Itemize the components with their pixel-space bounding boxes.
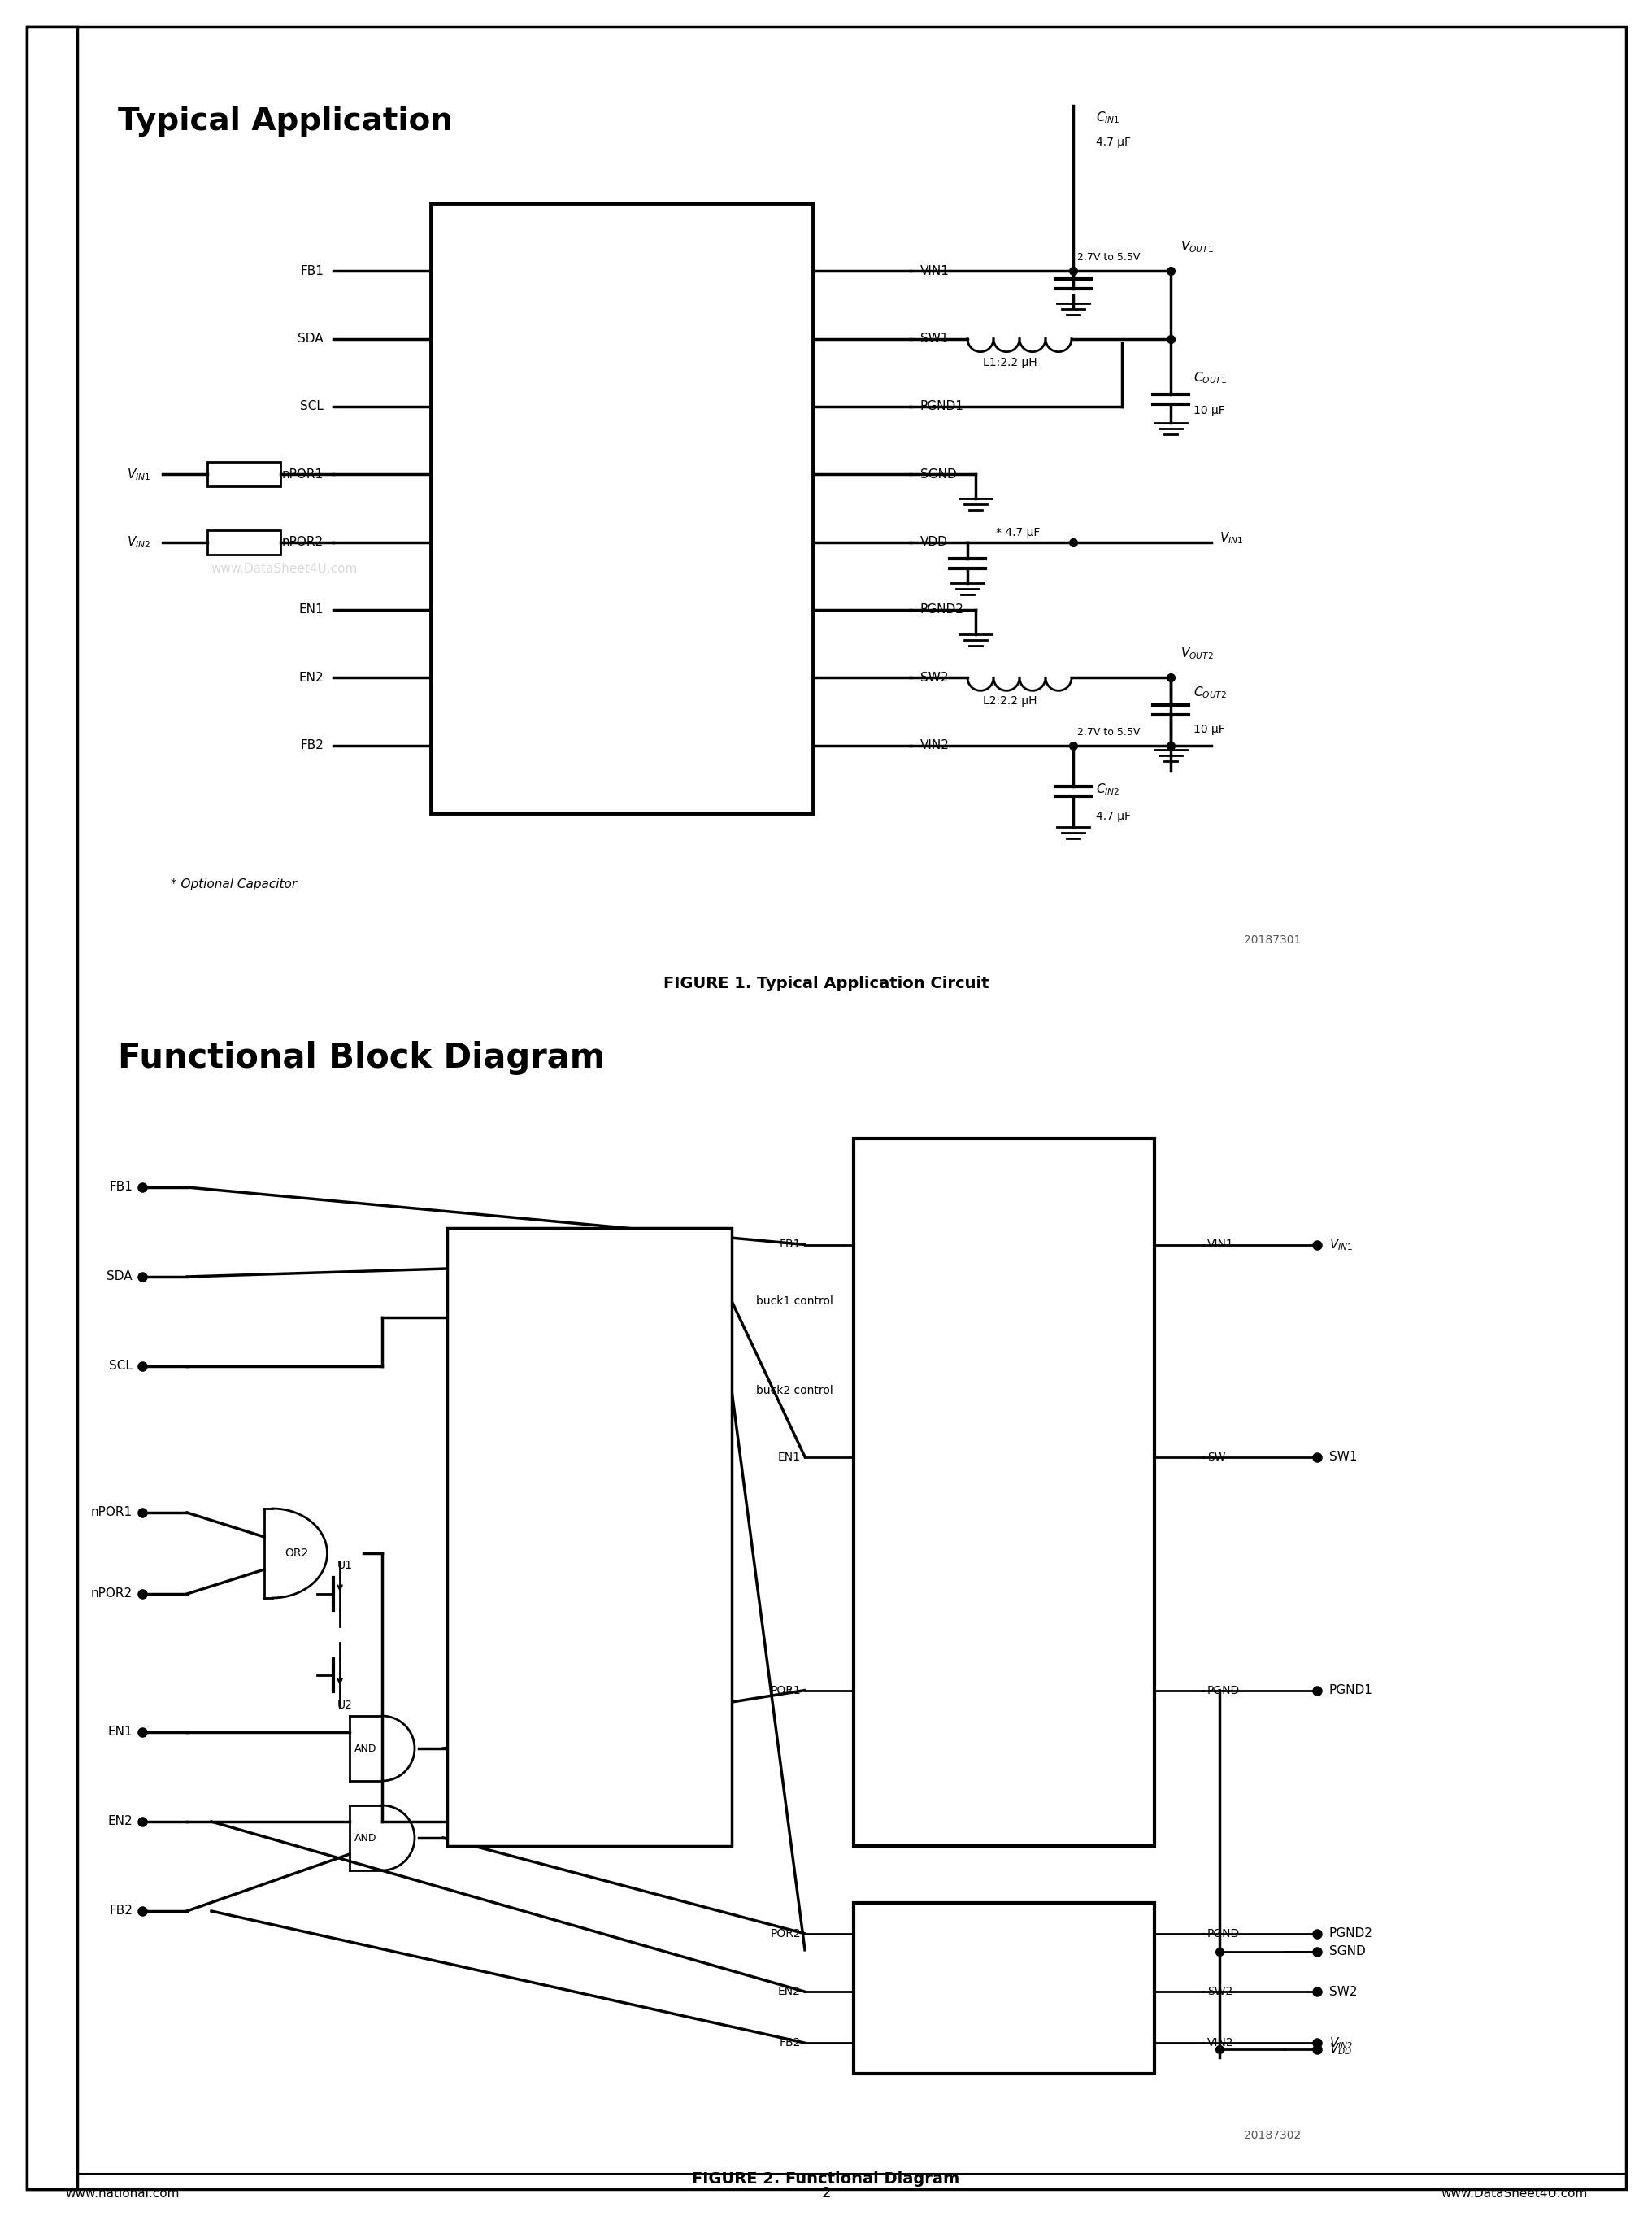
Text: $I^2C$: $I^2C$ (532, 1285, 557, 1301)
Text: LM3370: LM3370 (567, 496, 676, 521)
Text: SW1: SW1 (920, 332, 948, 346)
Text: FB2: FB2 (301, 740, 324, 751)
Text: PGND: PGND (1206, 1928, 1239, 1939)
Text: VDD: VDD (920, 536, 947, 547)
Text: 4.7 μF: 4.7 μF (1095, 137, 1130, 148)
Bar (852, 1139, 1153, 1846)
Text: Typical Application: Typical Application (117, 106, 453, 137)
Text: Buck2: Buck2 (961, 1977, 1046, 2001)
Text: SDA: SDA (463, 1263, 489, 1274)
Bar (206, 463, 281, 488)
Text: Buck1: Buck1 (961, 1480, 1046, 1505)
Text: $C_{OUT2}$: $C_{OUT2}$ (1193, 685, 1226, 700)
Text: SCL: SCL (463, 1312, 487, 1323)
Text: EN_bk2: EN_bk2 (651, 1813, 692, 1824)
Text: 20187301: 20187301 (1242, 935, 1300, 946)
Bar (852, 1904, 1153, 2074)
Text: PGND: PGND (1206, 1684, 1239, 1695)
Text: EN2: EN2 (778, 1986, 801, 1997)
Text: EN1: EN1 (299, 603, 324, 616)
Text: $C_{IN1}$: $C_{IN1}$ (1095, 111, 1120, 124)
Text: FB1: FB1 (301, 266, 324, 277)
Text: L1:2.2 μH: L1:2.2 μH (983, 357, 1036, 368)
Text: POR1: POR1 (770, 1684, 801, 1695)
Text: EN2: EN2 (107, 1815, 132, 1828)
Text: www.DataSheet4U.com: www.DataSheet4U.com (1441, 2187, 1588, 2198)
Text: SCL: SCL (301, 401, 324, 412)
Text: nPOR1: nPOR1 (91, 1507, 132, 1518)
Text: SW2: SW2 (1328, 1986, 1356, 1999)
Text: EN2: EN2 (299, 671, 324, 685)
Text: buck1 control: buck1 control (755, 1296, 833, 1307)
Text: 20187302: 20187302 (1242, 2130, 1300, 2141)
Text: EN1: EN1 (778, 1451, 801, 1463)
Text: buck2 control: buck2 control (755, 1385, 833, 1396)
Text: 2: 2 (821, 2185, 831, 2200)
Text: * Optional Capacitor: * Optional Capacitor (170, 878, 297, 891)
Text: $C_{OUT1}$: $C_{OUT1}$ (1193, 370, 1226, 386)
Text: LM3370: LM3370 (45, 277, 58, 341)
Text: FB2: FB2 (109, 1906, 132, 1917)
Text: 2.7V to 5.5V: 2.7V to 5.5V (1077, 253, 1140, 264)
Text: $V_{IN1}$: $V_{IN1}$ (127, 468, 150, 481)
Text: $V_{IN1}$: $V_{IN1}$ (1328, 1237, 1353, 1252)
Text: SCL: SCL (109, 1361, 132, 1372)
Text: FB1: FB1 (109, 1181, 132, 1194)
Text: PGND2: PGND2 (920, 603, 963, 616)
Text: VIN1: VIN1 (920, 266, 948, 277)
Text: SW1: SW1 (1328, 1451, 1356, 1463)
Text: nPOR1: nPOR1 (282, 468, 324, 481)
Text: U1: U1 (337, 1560, 352, 1571)
Text: $V_{IN2}$: $V_{IN2}$ (1328, 2034, 1353, 2050)
Text: SDA: SDA (297, 332, 324, 346)
Text: $V_{OUT1}$: $V_{OUT1}$ (1180, 239, 1213, 255)
Text: POR2: POR2 (770, 1928, 801, 1939)
Text: PGND2: PGND2 (1328, 1928, 1373, 1939)
Text: Registers: Registers (547, 1498, 631, 1514)
Text: www.national.com: www.national.com (64, 2187, 178, 2198)
Text: $V_{IN2}$: $V_{IN2}$ (127, 534, 150, 550)
Text: AND: AND (355, 1833, 377, 1844)
Bar (26, 27, 78, 2189)
Text: FIGURE 1. Typical Application Circuit: FIGURE 1. Typical Application Circuit (662, 975, 988, 991)
Text: EPROM: EPROM (557, 1591, 621, 1607)
Text: FB2: FB2 (780, 2037, 801, 2048)
Text: $V_{DD}$: $V_{DD}$ (1328, 2041, 1351, 2056)
Text: SW2: SW2 (1206, 1986, 1232, 1997)
Text: 4.7 μF: 4.7 μF (1095, 811, 1130, 822)
Text: FIGURE 2. Functional Diagram: FIGURE 2. Functional Diagram (692, 2172, 960, 2187)
Text: AND: AND (355, 1744, 377, 1753)
Text: EN1: EN1 (107, 1726, 132, 1737)
Text: $V_{OUT2}$: $V_{OUT2}$ (1180, 645, 1213, 660)
Text: EN_I2C: EN_I2C (471, 1797, 510, 1808)
Text: SGND: SGND (1328, 1946, 1365, 1957)
Text: 2.7V to 5.5V: 2.7V to 5.5V (1077, 727, 1140, 738)
Text: VIN2: VIN2 (920, 740, 948, 751)
Text: VIN1: VIN1 (1206, 1239, 1234, 1250)
Text: SGND: SGND (920, 468, 957, 481)
Text: nPOR2: nPOR2 (282, 536, 324, 547)
Text: SDA: SDA (107, 1270, 132, 1283)
Bar (206, 530, 281, 554)
Text: FB1: FB1 (778, 1239, 801, 1250)
Text: $V_{IN1}$: $V_{IN1}$ (1219, 530, 1242, 545)
Text: PGND1: PGND1 (1328, 1684, 1373, 1697)
Text: nPOR2: nPOR2 (91, 1589, 132, 1600)
Text: $C_{IN2}$: $C_{IN2}$ (1095, 782, 1120, 798)
Text: L2:2.2 μH: L2:2.2 μH (983, 696, 1036, 707)
Text: 10 μF: 10 μF (1193, 406, 1224, 417)
Text: SW: SW (1206, 1451, 1226, 1463)
Text: OR2: OR2 (284, 1547, 309, 1558)
Text: U2: U2 (337, 1700, 352, 1711)
Text: VIN2: VIN2 (1206, 2037, 1232, 2048)
Text: SW2: SW2 (920, 671, 948, 685)
Text: EN_bk1: EN_bk1 (651, 1784, 692, 1795)
Text: 10 μF: 10 μF (1193, 722, 1224, 736)
Bar (448, 1228, 732, 1846)
Text: www.DataSheet4U.com: www.DataSheet4U.com (211, 563, 358, 576)
Bar (431, 204, 813, 813)
Text: Functional Block Diagram: Functional Block Diagram (117, 1042, 605, 1075)
Text: PGND1: PGND1 (920, 401, 963, 412)
Text: * 4.7 μF: * 4.7 μF (996, 527, 1039, 538)
